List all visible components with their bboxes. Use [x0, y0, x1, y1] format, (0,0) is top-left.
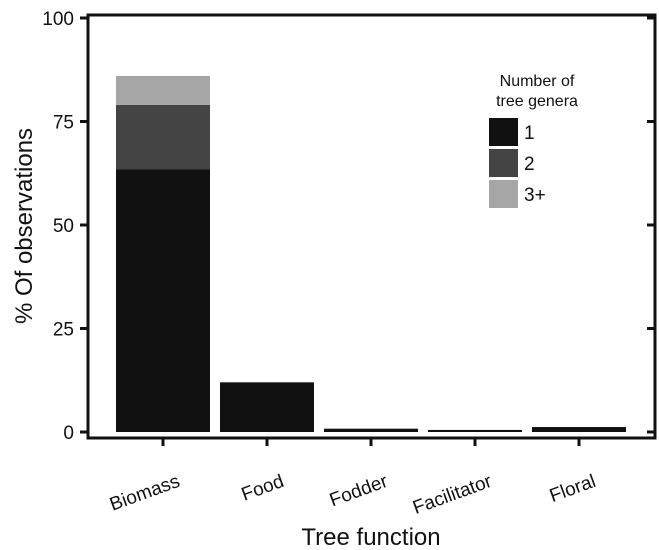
x-tick-label-fodder: Fodder [327, 471, 391, 512]
legend-label-1: 1 [524, 123, 535, 144]
y-axis-title: % Of observations [11, 128, 38, 324]
bar-biomass-series-3 [116, 75, 210, 105]
x-axis-title: Tree function [301, 524, 440, 550]
legend: Number of tree genera 1 2 3+ [489, 73, 578, 208]
bar-facilitator-series-1 [428, 429, 522, 432]
bars [116, 75, 626, 433]
legend-title-line-1: Number of [500, 73, 575, 90]
x-tick-label-food: Food [239, 471, 287, 506]
y-tick-label-100: 100 [42, 9, 74, 30]
x-tick-label-biomass: Biomass [107, 471, 183, 516]
legend-swatch-1 [489, 118, 518, 146]
bar-biomass-series-2 [116, 104, 210, 170]
bar-biomass-series-1 [116, 169, 210, 433]
legend-swatch-2 [489, 149, 518, 177]
x-tick-label-facilitator: Facilitator [410, 471, 495, 519]
y-tick-label-25: 25 [53, 320, 74, 341]
x-tick-label-floral: Floral [547, 471, 599, 507]
legend-label-3: 3+ [524, 185, 546, 206]
legend-title-line-2: tree genera [496, 93, 578, 110]
bar-floral-series-1 [532, 427, 626, 432]
legend-label-2: 2 [524, 154, 535, 175]
x-axis-tick-labels: Biomass Food Fodder Facilitator Floral [107, 438, 599, 519]
y-axis-ticks: 0 25 50 75 100 [42, 9, 655, 444]
bar-fodder-series-1 [324, 428, 418, 432]
bar-food-series-1 [220, 382, 314, 432]
y-tick-label-0: 0 [63, 423, 74, 444]
y-tick-label-50: 50 [53, 216, 74, 237]
legend-swatch-3 [489, 180, 518, 208]
y-tick-label-75: 75 [53, 113, 74, 134]
